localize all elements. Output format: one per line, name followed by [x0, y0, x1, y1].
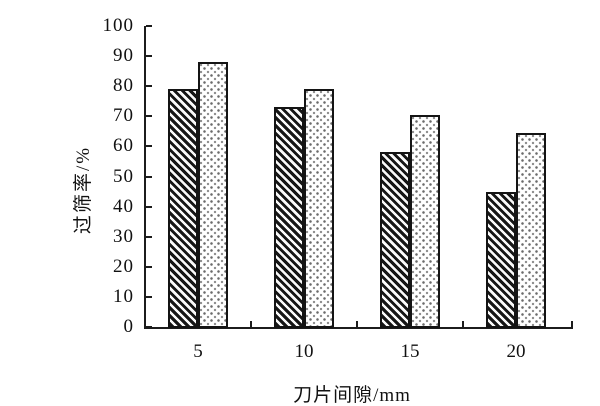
bar-dotted-group-5 [198, 62, 228, 328]
bar-dotted-group-10 [304, 89, 334, 328]
bar-hatched-group-20 [486, 191, 516, 328]
bar-dotted-group-20 [516, 132, 546, 328]
x-tick-label: 10 [294, 341, 314, 362]
bar-hatched-group-5 [168, 89, 198, 328]
x-axis-line [144, 327, 573, 329]
y-tick-label: 60 [113, 135, 134, 157]
x-tick-mark [250, 321, 252, 327]
bar-hatched-group-15 [380, 152, 410, 328]
bar-hatched-group-10 [274, 107, 304, 328]
y-tick-label: 10 [113, 285, 134, 307]
y-tick-label: 30 [113, 225, 134, 247]
x-tick-mark [462, 321, 464, 327]
x-axis-title: 刀片间隙/mm [293, 385, 411, 406]
bar-dotted-group-15 [410, 114, 440, 328]
y-tick-label: 0 [123, 316, 134, 337]
x-tick-mark [356, 321, 358, 327]
y-tick-mark [146, 265, 152, 268]
y-tick-mark [146, 25, 152, 27]
y-tick-mark [146, 175, 152, 178]
y-tick-mark [146, 85, 152, 88]
y-tick-mark [146, 145, 152, 148]
x-tick-label: 5 [193, 341, 203, 362]
y-tick-mark [146, 55, 152, 58]
y-tick-label: 50 [113, 165, 134, 187]
y-tick-label: 40 [113, 195, 134, 217]
y-tick-mark [146, 295, 152, 298]
y-tick-label: 70 [113, 105, 134, 127]
x-axis-end-tick [571, 321, 573, 327]
y-tick-label: 20 [113, 255, 134, 277]
y-tick-mark [146, 235, 152, 238]
y-tick-mark [146, 115, 152, 118]
y-tick-label: 80 [113, 75, 134, 97]
y-tick-label: 90 [113, 45, 134, 67]
y-tick-mark [146, 326, 152, 328]
y-tick-label: 100 [102, 15, 134, 36]
x-tick-label: 15 [400, 341, 420, 362]
y-tick-mark [146, 205, 152, 208]
x-tick-label: 20 [506, 341, 526, 362]
y-axis-line [144, 26, 146, 329]
